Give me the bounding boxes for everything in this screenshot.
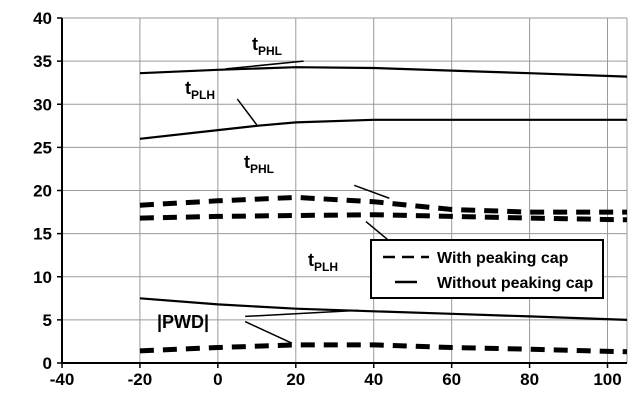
annotation-label-0: tPHL	[252, 34, 282, 58]
series-line-1	[139, 118, 627, 140]
series-line-2	[139, 194, 627, 215]
annotations: tPHL tPLH tPHL tPLH |PWD|	[157, 34, 338, 332]
legend: With peaking cap Without peaking cap	[370, 239, 604, 299]
x-tick-label-7: 100	[593, 370, 621, 389]
y-tick-label-0: 0	[43, 354, 52, 373]
series-line-0	[139, 66, 628, 78]
series-line-4	[139, 297, 628, 321]
x-tick-label-3: 20	[286, 370, 305, 389]
y-tick-label-7: 35	[33, 52, 52, 71]
y-tick-label-5: 25	[33, 138, 52, 157]
x-tick-label-6: 80	[520, 370, 539, 389]
tick-labels: -40 -20 0 20 40 60 80 100 0 5 10 15 20 25 30 35 40	[33, 9, 622, 389]
y-tick-label-8: 40	[33, 9, 52, 28]
x-tick-label-5: 60	[442, 370, 461, 389]
y-tick-label-2: 10	[33, 268, 52, 287]
annotation-leader-4-1	[244, 320, 293, 344]
annotation-leader-2-0	[353, 184, 390, 199]
annotation-label-3: tPLH	[308, 250, 338, 274]
y-tick-label-1: 5	[43, 311, 52, 330]
annotation-label-4: |PWD|	[157, 312, 209, 332]
x-tick-label-0: -40	[50, 370, 75, 389]
legend-label-1: Without peaking cap	[437, 275, 594, 292]
x-tick-label-1: -20	[128, 370, 153, 389]
annotation-leader-1-0	[236, 98, 258, 126]
annotation-leader-0-0	[225, 60, 304, 70]
series-line-5	[139, 342, 628, 355]
grid	[61, 17, 628, 364]
annotation-label-2: tPHL	[244, 152, 274, 176]
y-tick-label-6: 30	[33, 95, 52, 114]
series-line-3	[139, 212, 628, 223]
legend-box	[370, 239, 604, 299]
y-tick-label-3: 15	[33, 225, 52, 244]
legend-label-0: With peaking cap	[437, 250, 569, 267]
annotation-label-1: tPLH	[185, 78, 215, 102]
series-lines	[139, 66, 628, 355]
x-tick-label-2: 0	[213, 370, 222, 389]
annotation-leader-4-0	[245, 309, 359, 318]
y-tick-label-4: 20	[33, 182, 52, 201]
axes	[57, 17, 627, 368]
x-tick-label-4: 40	[364, 370, 383, 389]
